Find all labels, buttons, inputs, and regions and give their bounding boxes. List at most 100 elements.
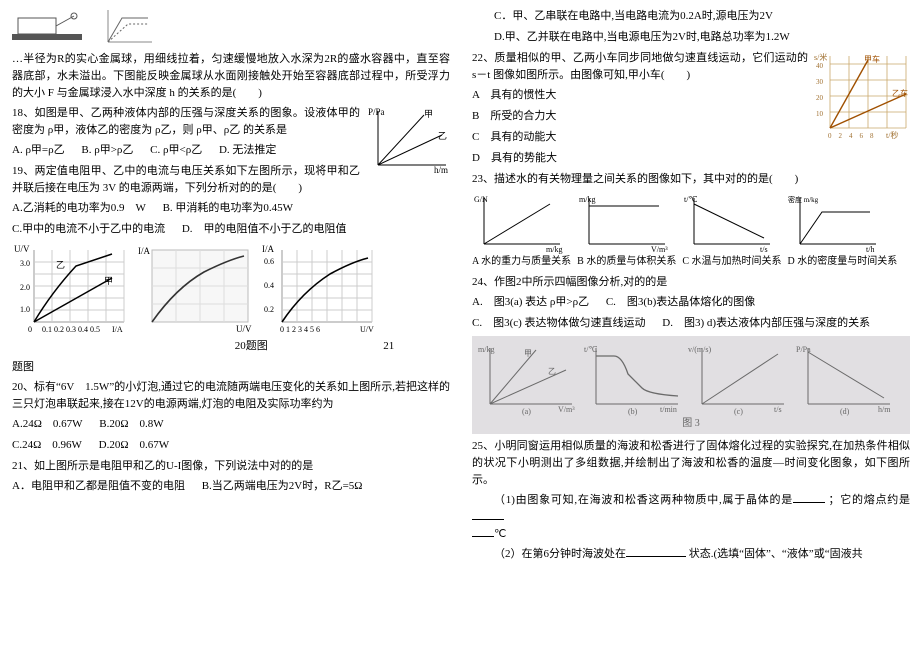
- q19-20-chartrow: U/V 3.0 2.0 1.0 0 0.1 0.2 0.3 0.4 0.5 I/A…: [12, 242, 450, 334]
- q21-text: 21、如上图所示是电阻甲和乙的U-I图像，下列说法中对的的是: [12, 458, 450, 475]
- q20-opts-ab: A.24Ω 0.67W B.20Ω 0.8W: [12, 416, 450, 433]
- cap-tail: 题图: [12, 359, 450, 376]
- svg-text:U/V: U/V: [14, 244, 30, 254]
- q17-text: …半径为R的实心金属球，用细线拉着，匀速缓慢地放入水深为2R的盛水容器中，直至容…: [12, 51, 450, 102]
- figure-3: m/kgV/m³甲乙(a) t/℃t/min(b) v/(m/s)t/s(c) …: [472, 336, 910, 434]
- q24-AB: A. 图3(a) 表达 ρ甲>ρ乙 C. 图3(b)表达晶体熔化的图像: [472, 294, 910, 311]
- svg-text:10: 10: [816, 110, 824, 118]
- q17-figures: [12, 6, 450, 48]
- q20-D: D.20Ω 0.67W: [99, 439, 170, 451]
- q21-C: C．甲、乙串联在电路中,当电路电流为0.2A时,源电压为2V: [472, 8, 910, 25]
- q19-C: C.甲中的电流不小于乙中的电流: [12, 223, 165, 235]
- svg-text:乙: 乙: [548, 367, 556, 376]
- svg-text:t/h: t/h: [866, 245, 874, 254]
- svg-text:20: 20: [816, 94, 824, 102]
- q24-text: 24、作图2中所示四幅图像分析,对的的是: [472, 274, 910, 291]
- svg-text:甲: 甲: [104, 276, 113, 286]
- q25-text: 25、小明同窗运用相似质量的海波和松香进行了固体熔化过程的实验探究,在加热条件相…: [472, 438, 910, 489]
- q20-text: 20、标有“6V 1.5W”的小灯泡,通过它的电流随两端电压变化的关系如上图所示…: [12, 379, 450, 413]
- svg-text:甲: 甲: [524, 349, 532, 358]
- q19-D: D. 甲的电阻值不小于乙的电阻值: [182, 223, 347, 235]
- svg-text:2.0: 2.0: [20, 283, 30, 292]
- q22-D: D 具有的势能大: [472, 150, 910, 167]
- svg-text:t/s: t/s: [760, 245, 768, 254]
- svg-text:0.4: 0.4: [264, 281, 274, 290]
- svg-text:(a): (a): [522, 407, 531, 416]
- fig3c: v/(m/s) t/s (c): [688, 340, 790, 416]
- svg-text:t/min: t/min: [660, 405, 677, 414]
- svg-text:P/Pa: P/Pa: [368, 107, 385, 117]
- q18-B: B. ρ甲>ρ乙: [81, 144, 133, 156]
- svg-text:v/(m/s): v/(m/s): [688, 345, 711, 354]
- q18-A: A. ρ甲=ρ乙: [12, 144, 65, 156]
- q21-A: A．电阻甲和乙都是阻值不变的电阻: [12, 480, 185, 492]
- fig3-caption: 图 3: [476, 416, 906, 432]
- svg-text:(d): (d): [840, 407, 850, 416]
- right-column: C．甲、乙串联在电路中,当电路电流为0.2A时,源电压为2V D.甲、乙并联在电…: [460, 0, 920, 650]
- q23-text: 23、描述水的有关物理量之间关系的图像如下，其中对的的是( ): [472, 171, 910, 188]
- svg-text:s/米: s/米: [814, 52, 827, 62]
- chart-IU-3: I/A 0.60.4 0.2 0 1 2 3 4 5 6 U/V: [260, 242, 378, 334]
- q23-C: t/℃t/s C 水温与加热时间关系: [682, 192, 781, 270]
- svg-text:I/A: I/A: [138, 246, 150, 256]
- q20-B: B.20Ω 0.8W: [99, 418, 163, 430]
- svg-text:m/kg: m/kg: [478, 345, 494, 354]
- svg-text:密度 m/kg: 密度 m/kg: [788, 195, 819, 204]
- beaker-sketch: [12, 6, 90, 48]
- q19-opts-cd: C.甲中的电流不小于乙中的电流 D. 甲的电阻值不小于乙的电阻值: [12, 221, 450, 238]
- svg-text:t/秒: t/秒: [886, 130, 898, 140]
- svg-text:0 1 2 3 4 5 6: 0 1 2 3 4 5 6: [280, 325, 320, 334]
- svg-text:3.0: 3.0: [20, 259, 30, 268]
- fig3d: P/Pah/m(d): [794, 340, 896, 416]
- q24-CD: C. 图3(c) 表达物体做匀速直线运动 D. 图3) d)表达液体内部压强与深…: [472, 315, 910, 332]
- svg-text:甲: 甲: [424, 109, 433, 119]
- svg-text:甲车: 甲车: [864, 54, 880, 64]
- svg-text:m/kg: m/kg: [579, 195, 595, 204]
- svg-text:h/m: h/m: [434, 165, 448, 175]
- chart-captions: 20题图 21: [12, 338, 450, 355]
- q20-opts-cd: C.24Ω 0.96W D.20Ω 0.67W: [12, 437, 450, 454]
- svg-text:40: 40: [816, 62, 824, 70]
- svg-text:0: 0: [28, 325, 32, 334]
- q19-opts-ab: A.乙消耗的电功率为0.9 W B. 甲消耗的电功率为0.45W: [12, 200, 450, 217]
- chart-IU-2: I/A U/V: [136, 242, 254, 334]
- svg-text:1.0: 1.0: [20, 305, 30, 314]
- q24-C: C. 图3(c) 表达物体做匀速直线运动: [472, 317, 646, 329]
- svg-text:0.2: 0.2: [264, 305, 274, 314]
- svg-text:乙车: 乙车: [892, 88, 908, 98]
- svg-text:V/m³: V/m³: [558, 405, 575, 414]
- q19-A: A.乙消耗的电功率为0.9 W: [12, 202, 146, 214]
- svg-text:U/V: U/V: [236, 324, 252, 334]
- q23-B: m/kgV/m³ B 水的质量与体积关系: [577, 192, 676, 270]
- svg-text:0.1 0.2 0.3 0.4 0.5: 0.1 0.2 0.3 0.4 0.5: [42, 325, 100, 334]
- svg-text:U/V: U/V: [360, 325, 374, 334]
- svg-text:I/A: I/A: [112, 325, 123, 334]
- left-column: …半径为R的实心金属球，用细线拉着，匀速缓慢地放入水深为2R的盛水容器中，直至容…: [0, 0, 460, 650]
- svg-text:h/m: h/m: [878, 405, 891, 414]
- svg-text:t/℃: t/℃: [684, 195, 697, 204]
- svg-text:(c): (c): [734, 407, 743, 416]
- q18-C: C. ρ甲<ρ乙: [150, 144, 202, 156]
- q24-A: A. 图3(a) 表达 ρ甲>ρ乙: [472, 296, 589, 308]
- fig3a: m/kg V/m³ 甲乙 (a): [476, 340, 578, 416]
- q22-chart: s/米 40 30 20 10 0 2 4 6 8 t/秒 甲车 乙车: [814, 50, 910, 140]
- cap21: 21: [383, 340, 394, 352]
- q18-chart: P/Pa h/m 甲 乙: [366, 105, 450, 175]
- svg-text:30: 30: [816, 78, 824, 86]
- q25-2: （2）在第6分钟时海波处在 状态.(选填“固体”、“液体”或“固液共: [472, 546, 910, 563]
- svg-text:乙: 乙: [438, 131, 447, 141]
- q20-C: C.24Ω 0.96W: [12, 439, 82, 451]
- q20-A: A.24Ω 0.67W: [12, 418, 83, 430]
- q19-B: B. 甲消耗的电功率为0.45W: [163, 202, 293, 214]
- q23-charts: G/Nm/kg A 水的重力与质量关系 m/kgV/m³ B 水的质量与体积关系…: [472, 192, 910, 270]
- svg-text:G/N: G/N: [474, 195, 488, 204]
- svg-text:I/A: I/A: [262, 244, 274, 254]
- chart-UI-1: U/V 3.0 2.0 1.0 0 0.1 0.2 0.3 0.4 0.5 I/A…: [12, 242, 130, 334]
- svg-text:(b): (b): [628, 407, 638, 416]
- svg-text:t/s: t/s: [774, 405, 782, 414]
- q24-D: D. 图3) d)表达液体内部压强与深度的关系: [662, 317, 870, 329]
- q21-opts-ab: A．电阻甲和乙都是阻值不变的电阻 B.当乙两端电压为2V时，R乙=5Ω: [12, 478, 450, 495]
- svg-text:V/m³: V/m³: [651, 245, 668, 254]
- svg-text:乙: 乙: [56, 260, 65, 270]
- q18-D: D. 无法推定: [219, 144, 276, 156]
